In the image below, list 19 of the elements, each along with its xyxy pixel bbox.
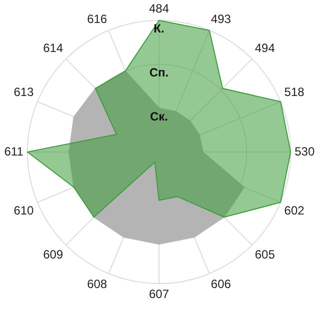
spoke-label: 607 — [148, 287, 170, 302]
spoke-label: 493 — [210, 12, 232, 26]
spoke-label: 494 — [254, 41, 276, 56]
y-tick-label: К. — [154, 22, 164, 36]
spoke-label: 530 — [294, 144, 315, 158]
y-tick-label: Ск. — [150, 109, 168, 124]
spoke-label: 602 — [284, 203, 305, 218]
spoke-label: 605 — [254, 247, 276, 262]
spoke-label: 616 — [87, 12, 108, 26]
spoke-label: 613 — [14, 85, 34, 100]
spoke-label: 609 — [43, 247, 64, 262]
spoke-label: 610 — [14, 203, 34, 218]
y-tick-label: Сп. — [149, 66, 169, 80]
spoke-label: 611 — [4, 144, 24, 158]
spoke-label: 608 — [87, 276, 108, 291]
spoke-label: 484 — [148, 2, 170, 16]
spoke-label: 614 — [43, 41, 64, 56]
spoke-label: 518 — [284, 85, 305, 100]
spoke-label: 606 — [210, 276, 232, 291]
